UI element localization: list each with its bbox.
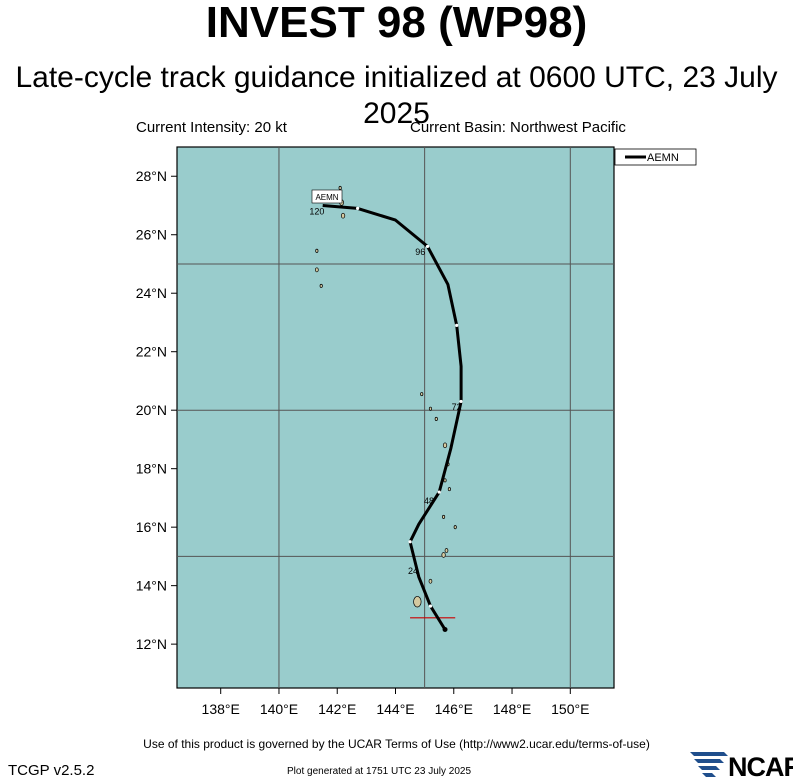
forecast-hour-label: 96 <box>415 247 425 257</box>
ncar-logo-icon <box>690 752 728 777</box>
lat-tick-label: 18°N <box>136 461 167 477</box>
islands <box>315 185 457 608</box>
lon-tick-label: 138°E <box>202 701 240 717</box>
lat-tick-label: 20°N <box>136 402 167 418</box>
island <box>442 514 446 519</box>
track-point <box>455 323 459 327</box>
track-point <box>408 540 412 544</box>
island <box>447 487 451 492</box>
lat-tick-label: 16°N <box>136 519 167 535</box>
track-points <box>356 206 463 633</box>
island <box>315 248 319 253</box>
lat-tick-label: 22°N <box>136 344 167 360</box>
storm-title: INVEST 98 (WP98) <box>205 0 588 47</box>
track-start-point <box>442 627 448 633</box>
forecast-hour-label: 120 <box>309 206 324 216</box>
ncar-logo-text: NCAR <box>728 752 793 782</box>
lat-tick-label: 12°N <box>136 636 167 652</box>
track-point <box>356 206 360 211</box>
forecast-hour-label: 24 <box>408 566 418 576</box>
track-point <box>425 244 430 249</box>
lon-tick-label: 148°E <box>493 701 531 717</box>
track-point <box>428 604 433 608</box>
map-frame <box>176 146 615 689</box>
track-label-box: AEMN <box>311 189 343 204</box>
island <box>428 578 433 584</box>
forecast-hour-label: 72 <box>452 402 462 412</box>
version-label: TCGP v2.5.2 <box>8 762 95 779</box>
lat-tick-label: 24°N <box>136 285 167 301</box>
track-label: AEMN <box>315 193 338 202</box>
track-point <box>437 490 441 494</box>
lon-tick-label: 142°E <box>318 701 356 717</box>
lon-tick-label: 146°E <box>435 701 473 717</box>
island <box>315 267 319 273</box>
island <box>319 283 323 288</box>
island <box>453 525 457 530</box>
forecast-hour-label: 48 <box>424 496 434 506</box>
island <box>413 596 422 608</box>
track-point <box>459 399 463 404</box>
lon-tick-label: 150°E <box>551 701 589 717</box>
lat-tick-label: 28°N <box>136 168 167 184</box>
current-basin: Current Basin: Northwest Pacific <box>410 119 626 136</box>
island <box>444 548 449 553</box>
terms-of-use: Use of this product is governed by the U… <box>143 737 650 751</box>
island <box>338 185 342 190</box>
lon-tick-label: 140°E <box>260 701 298 717</box>
lat-tick-label: 26°N <box>136 227 167 243</box>
track-map: 12°N 14°N 16°N 18°N 20°N 22°N 24°N 26°N 28°N 138°… <box>136 146 697 717</box>
island <box>428 406 433 411</box>
generated-time: Plot generated at 1751 UTC 23 July 2025 <box>287 766 472 777</box>
current-intensity: Current Intensity: 20 kt <box>136 119 287 136</box>
island <box>434 416 438 421</box>
lat-tick-label: 14°N <box>136 578 167 594</box>
island <box>420 392 424 397</box>
guidance-subtitle: Late-cycle track guidance initialized at… <box>15 61 778 130</box>
gridlines <box>177 147 614 688</box>
legend: AEMN <box>614 148 697 166</box>
island <box>441 552 446 558</box>
legend-entry: AEMN <box>647 152 679 164</box>
island <box>442 442 448 449</box>
lon-tick-label: 144°E <box>376 701 414 717</box>
axis-ticks: 12°N 14°N 16°N 18°N 20°N 22°N 24°N 26°N 28°N 138°… <box>136 168 590 717</box>
forecast-hour-labels: 24 48 72 96 120 <box>309 206 461 576</box>
island <box>340 212 346 219</box>
